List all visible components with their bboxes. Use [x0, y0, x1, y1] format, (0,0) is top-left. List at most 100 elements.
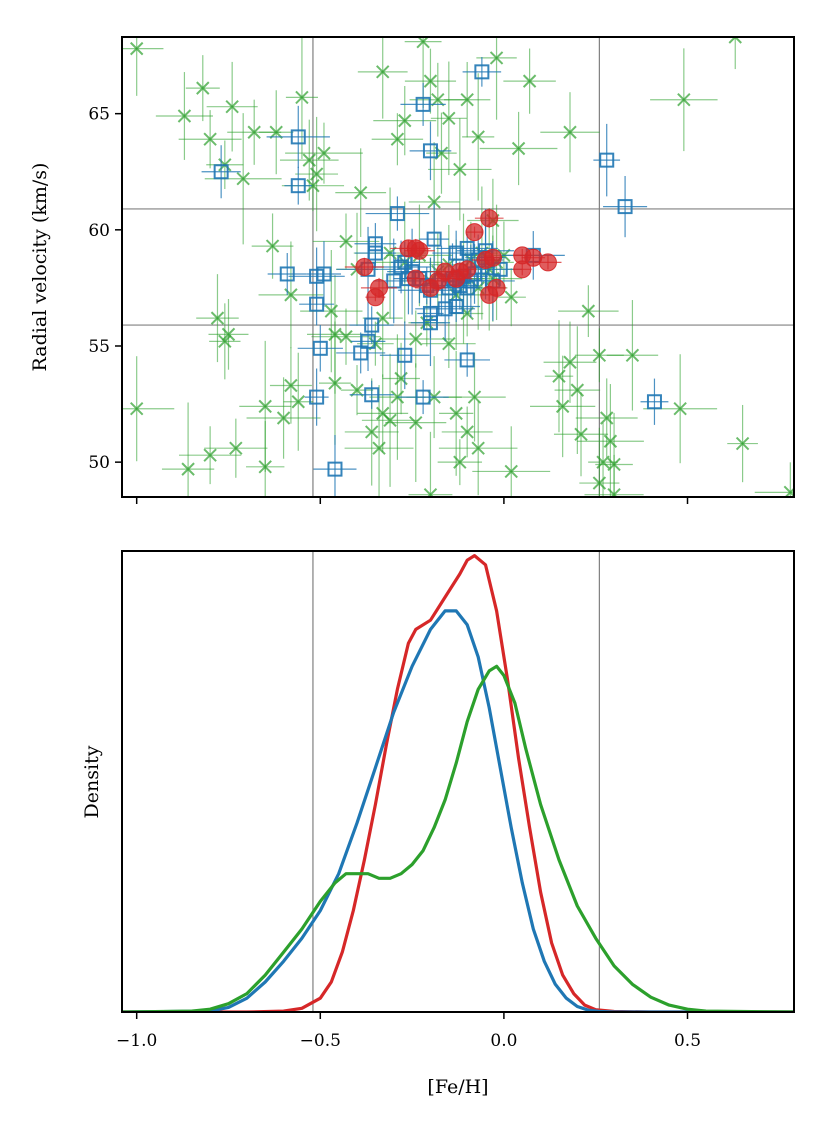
cross-marker: [489, 51, 504, 65]
square-marker: [389, 206, 405, 222]
square-marker: [290, 178, 306, 194]
x-tick-label: −1.0: [116, 1031, 157, 1051]
square-marker: [448, 298, 464, 314]
cross-marker: [677, 93, 691, 107]
circle-marker: [370, 278, 389, 297]
square-marker: [353, 345, 369, 361]
y-tick-label: 65: [88, 105, 110, 125]
square-marker: [309, 389, 325, 405]
cross-marker: [350, 383, 364, 397]
y-tick-label: 50: [88, 453, 110, 473]
cross-marker: [431, 93, 445, 107]
cross-marker: [511, 141, 526, 156]
square-marker: [646, 394, 662, 410]
cross-marker: [196, 81, 210, 95]
cross-marker: [467, 390, 482, 404]
cross-marker: [471, 441, 485, 455]
cross-marker: [460, 425, 474, 439]
cross-marker: [398, 113, 412, 128]
cross-marker: [203, 448, 217, 462]
square-marker: [422, 143, 438, 159]
cross-marker: [247, 125, 261, 139]
cross-marker: [555, 399, 570, 414]
square-marker: [367, 245, 383, 261]
square-marker: [364, 317, 380, 333]
square-marker: [474, 64, 490, 80]
cross-marker: [592, 476, 607, 490]
cross-marker: [504, 290, 518, 304]
square-marker: [364, 387, 380, 403]
square-marker: [422, 315, 438, 331]
square-marker: [316, 266, 332, 282]
square-marker: [426, 231, 442, 247]
series-red-circles: [344, 208, 562, 307]
cross-marker: [229, 441, 243, 455]
cross-marker: [423, 487, 438, 497]
cross-marker: [317, 146, 331, 160]
cross-marker: [295, 90, 309, 105]
square-marker: [290, 129, 306, 145]
cross-marker: [225, 99, 239, 114]
square-marker: [279, 266, 295, 282]
cross-marker: [449, 406, 463, 421]
reference-lines: [312, 551, 600, 1012]
cross-marker: [353, 185, 368, 200]
circle-marker: [355, 258, 374, 276]
cross-marker: [581, 304, 596, 318]
plot-frame: [121, 36, 795, 498]
cross-marker: [423, 74, 438, 88]
scatter-data: [122, 37, 794, 497]
cross-marker: [276, 411, 291, 425]
cross-marker: [735, 436, 750, 451]
cross-marker: [563, 125, 577, 139]
density-panel: −1.0 −0.5 0.0 0.5 Density [Fe/H]: [81, 550, 795, 1098]
y-tick-label: 55: [88, 337, 110, 357]
density-curve-blue: [122, 609, 794, 1012]
series-blue-squares: [201, 57, 669, 497]
x-tick-label: 0.0: [490, 1031, 517, 1051]
cross-marker: [306, 178, 320, 193]
axis-ticks: −1.0 −0.5 0.0 0.5: [116, 1012, 701, 1051]
cross-marker: [442, 111, 456, 126]
cross-marker: [376, 65, 390, 79]
square-marker: [459, 240, 475, 256]
square-marker: [415, 389, 431, 405]
cross-marker: [592, 348, 607, 362]
cross-marker: [427, 195, 441, 209]
cross-marker: [390, 390, 405, 404]
cross-marker: [258, 399, 272, 414]
cross-marker: [453, 455, 467, 469]
x-tick-label: −0.5: [300, 1031, 341, 1051]
cross-marker: [504, 464, 518, 479]
cross-marker: [177, 109, 192, 123]
circle-marker: [458, 260, 477, 279]
cross-marker: [409, 415, 423, 430]
scatter-panel: 50 55 60 65 Radial velocity (km/s): [29, 36, 795, 504]
square-marker: [312, 340, 328, 356]
x-tick-label: 0.5: [674, 1031, 701, 1051]
cross-marker: [129, 41, 144, 56]
cross-marker: [607, 487, 621, 497]
square-marker: [599, 152, 615, 168]
cross-marker: [339, 234, 353, 249]
cross-marker: [390, 132, 405, 146]
square-marker: [459, 352, 475, 368]
circle-marker: [480, 209, 499, 228]
cross-marker: [460, 93, 474, 107]
cross-marker: [364, 425, 379, 439]
plot-frame: [121, 550, 795, 1013]
cross-marker: [221, 327, 236, 342]
cross-marker: [453, 162, 467, 177]
cross-marker: [284, 378, 298, 393]
cross-marker: [673, 402, 687, 416]
x-axis-label: [Fe/H]: [427, 1076, 488, 1098]
circle-marker: [483, 248, 502, 267]
density-curves: [122, 554, 794, 1012]
axis-ticks: 50 55 60 65: [88, 105, 689, 504]
square-marker: [437, 301, 453, 317]
cross-marker: [383, 413, 397, 428]
cross-marker: [129, 402, 144, 416]
square-marker: [415, 96, 431, 112]
y-axis-label: Radial velocity (km/s): [29, 163, 51, 372]
